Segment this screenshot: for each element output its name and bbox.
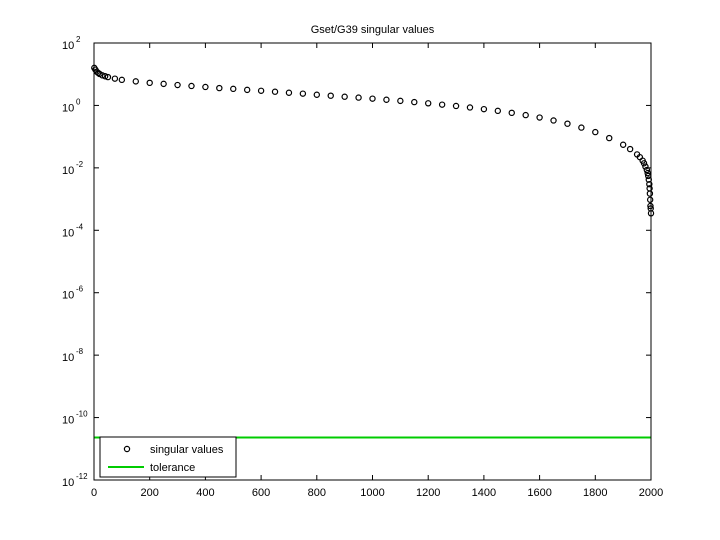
singular-value-point: [452, 102, 460, 110]
singular-value-point: [592, 128, 599, 136]
singular-value-point: [202, 83, 209, 91]
y-tick-base: 10: [62, 415, 74, 427]
singular-value-point: [369, 95, 376, 102]
legend-entry: singular values: [123, 444, 224, 456]
x-tick-label: 1200: [416, 487, 440, 499]
singular-value-point: [313, 91, 320, 98]
axes-layer: 0 200 400 600 800 1000 1200 1400 1600 1800 2000102…: [62, 35, 663, 499]
x-tick-label: 1400: [472, 487, 496, 499]
singular-value-point: [341, 93, 348, 100]
singular-value-point: [564, 120, 571, 127]
x-tick-label: 600: [252, 487, 270, 499]
singular-value-point: [425, 100, 432, 107]
singular-value-point: [466, 104, 474, 111]
singular-value-point: [243, 86, 251, 94]
singular-value-point: [646, 196, 654, 203]
x-tick-label: 1000: [360, 487, 384, 499]
singular-value-point: [550, 117, 557, 124]
singular-value-point: [480, 105, 488, 113]
y-tick-exponent: -12: [76, 472, 88, 481]
legend-label: singular values: [150, 444, 224, 456]
y-tick-exponent: 0: [76, 97, 81, 106]
singular-value-point: [216, 84, 223, 92]
singular-value-point: [642, 163, 649, 170]
y-tick-label: 100: [62, 97, 81, 114]
singular-value-point: [606, 134, 613, 142]
legend-label: tolerance: [150, 462, 195, 474]
y-tick-label: 10-12: [62, 472, 88, 489]
singular-value-point: [118, 76, 126, 84]
singular-value-point: [285, 89, 293, 96]
singular-value-point: [146, 79, 153, 87]
y-tick-base: 10: [62, 40, 74, 52]
singular-value-point: [438, 101, 446, 108]
x-tick-label: 800: [308, 487, 326, 499]
x-tick-label: 400: [196, 487, 214, 499]
singular-value-point: [111, 75, 119, 82]
y-tick-label: 10-2: [62, 160, 84, 177]
x-tick-label: 2000: [639, 487, 663, 499]
y-tick-exponent: -8: [76, 347, 84, 356]
y-tick-label: 10-10: [62, 410, 88, 427]
chart-title: Gset/G39 singular values: [311, 24, 435, 36]
singular-value-point: [640, 160, 648, 167]
y-tick-label: 102: [62, 35, 81, 52]
y-tick-exponent: -2: [76, 160, 84, 169]
legend-marker: [123, 445, 131, 453]
singular-value-point: [646, 180, 653, 188]
x-tick-label: 1600: [527, 487, 551, 499]
singular-value-point: [327, 92, 334, 99]
singular-value-point: [101, 73, 109, 80]
legend-box: [99, 436, 237, 478]
singular-value-point: [522, 111, 529, 119]
singular-value-point: [257, 87, 265, 94]
y-tick-label: 10-8: [62, 347, 84, 364]
singular-value-point: [188, 82, 195, 90]
y-tick-base: 10: [62, 102, 74, 114]
y-tick-base: 10: [62, 477, 74, 489]
singular-value-point: [271, 88, 279, 95]
x-tick-label: 200: [141, 487, 159, 499]
singular-value-point: [619, 141, 627, 148]
singular-value-point: [508, 109, 515, 117]
y-tick-base: 10: [62, 290, 74, 302]
singular-value-point: [174, 81, 181, 89]
x-tick-label: 0: [91, 487, 97, 499]
y-tick-base: 10: [62, 352, 74, 364]
singular-value-point: [411, 98, 418, 106]
y-tick-exponent: 2: [76, 35, 81, 44]
singular-value-point: [397, 97, 404, 105]
singular-value-point: [160, 80, 167, 88]
singular-value-point: [99, 72, 106, 79]
y-tick-exponent: -4: [76, 222, 84, 231]
legend: singular values tolerance: [99, 436, 237, 478]
singular-value-point: [644, 169, 651, 177]
y-tick-exponent: -10: [76, 410, 88, 419]
y-tick-base: 10: [62, 165, 74, 177]
y-tick-label: 10-4: [62, 222, 84, 239]
singular-value-point: [132, 78, 139, 85]
singular-value-point: [299, 90, 307, 97]
legend-entry: tolerance: [108, 462, 195, 474]
y-tick-exponent: -6: [76, 285, 84, 294]
singular-value-point: [578, 124, 585, 131]
singular-value-point: [494, 107, 502, 115]
y-tick-label: 10-6: [62, 285, 84, 302]
singular-value-point: [647, 202, 654, 210]
x-tick-label: 1800: [583, 487, 607, 499]
singular-value-point: [626, 145, 634, 153]
singular-value-point: [355, 94, 362, 101]
y-tick-base: 10: [62, 227, 74, 239]
singular-value-point: [646, 190, 654, 197]
singular-value-point: [536, 114, 543, 121]
singular-value-point: [383, 96, 390, 103]
singular-value-point: [230, 85, 237, 93]
singular-value-point: [104, 73, 112, 81]
